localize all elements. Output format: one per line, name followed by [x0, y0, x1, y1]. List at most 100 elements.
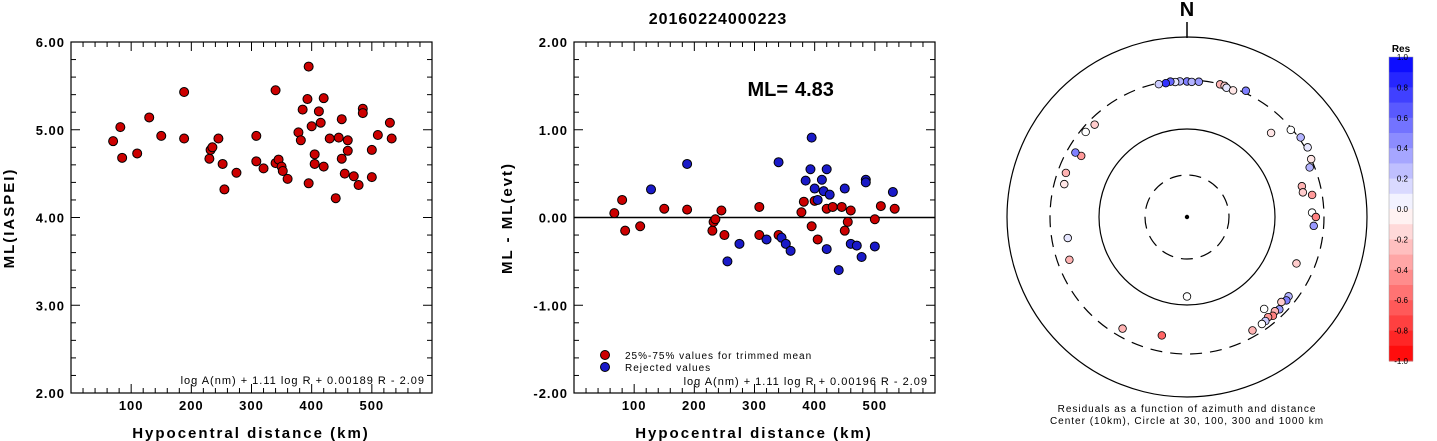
middle-x-axis-label: Hypocentral distance (km) [635, 425, 873, 441]
middle-data-point [824, 189, 835, 200]
middle-data-point [761, 234, 772, 245]
left-data-point [302, 94, 313, 105]
left-ytick-label: 3.00 [36, 298, 65, 313]
middle-y-axis-label: ML - ML(evt) [499, 162, 516, 274]
middle-data-point [754, 230, 765, 241]
right-panel: N Residuals as a function of azimuth and… [1006, 0, 1368, 427]
middle-data-point [773, 157, 784, 168]
middle-data-point [805, 164, 816, 175]
polar-data-point [1298, 188, 1308, 197]
left-ytick-label: 5.00 [36, 123, 65, 138]
left-data-point [357, 108, 368, 119]
colorbar-tick-label: -0.4 [1394, 266, 1408, 275]
middle-data-point [707, 225, 718, 236]
colorbar-cell [1389, 148, 1413, 164]
polar-data-point [1292, 259, 1301, 268]
left-data-point [342, 145, 353, 156]
polar-data-point [1228, 86, 1238, 95]
polar-data-point [1118, 324, 1127, 333]
colorbar-cell [1389, 330, 1413, 347]
left-ytick-label: 6.00 [36, 35, 65, 50]
left-plot-frame [70, 41, 433, 394]
middle-xtick-label: 500 [862, 398, 887, 413]
colorbar-cell [1389, 254, 1413, 271]
polar-data-point [1309, 221, 1318, 231]
middle-data-point [734, 238, 745, 249]
polar-data-point [1296, 133, 1305, 142]
left-data-point [339, 168, 350, 179]
left-data-point [213, 133, 224, 144]
left-data-point [309, 158, 320, 169]
left-formula: log A(nm) + 1.11 log R + 0.00189 R - 2.0… [181, 375, 425, 387]
middle-data-point [719, 230, 730, 241]
middle-data-point [659, 203, 670, 214]
middle-data-point [860, 177, 871, 188]
colorbar-cell [1389, 163, 1413, 180]
left-data-point [144, 112, 155, 123]
middle-data-point [798, 196, 809, 207]
middle-data-point [816, 174, 827, 185]
middle-data-point [809, 183, 820, 194]
polar-data-point [1305, 163, 1314, 172]
middle-ytick-label: -2.00 [533, 386, 568, 401]
left-data-point [366, 144, 377, 155]
colorbar-cell [1389, 345, 1413, 362]
left-xtick-label: 100 [119, 398, 144, 413]
middle-data-point [716, 205, 727, 216]
left-xtick-label: 200 [179, 398, 204, 413]
left-xtick-label: 500 [359, 398, 384, 413]
colorbar-cell [1389, 178, 1413, 195]
left-data-point [386, 133, 397, 144]
middle-data-point [800, 175, 811, 186]
middle-ytick-label: -1.00 [533, 298, 568, 313]
colorbar-tick-label: -1.0 [1394, 357, 1408, 366]
left-data-point [372, 130, 383, 141]
colorbar-cell [1389, 102, 1413, 119]
middle-data-point [836, 201, 847, 212]
middle-data-point [827, 201, 838, 212]
colorbar-tick-label: 0.0 [1397, 205, 1409, 214]
left-ytick-label: 4.00 [36, 211, 65, 226]
polar-data-point [1266, 128, 1276, 138]
legend-marker-rejected [600, 362, 610, 372]
middle-xtick-label: 300 [742, 398, 767, 413]
colorbar-cell [1389, 57, 1413, 73]
ring-30km [1144, 174, 1230, 260]
left-data-point [342, 135, 353, 146]
polar-data-point [1061, 168, 1071, 178]
middle-data-point [796, 207, 807, 218]
middle-data-point [812, 194, 823, 205]
polar-data-point [1161, 78, 1171, 88]
left-data-point [315, 117, 326, 128]
polar-data-point [1154, 79, 1163, 89]
left-data-point [303, 61, 314, 72]
middle-data-point [875, 201, 886, 212]
middle-data-point [842, 216, 853, 227]
ring-1000km [1006, 36, 1368, 398]
colorbar-cell [1389, 72, 1413, 88]
colorbar-cells [1388, 56, 1414, 362]
legend-label-rejected: Rejected values [625, 363, 711, 374]
middle-xtick-label: 200 [682, 398, 707, 413]
left-data-point [336, 153, 347, 164]
left-data-point [258, 163, 269, 174]
middle-ytick-label: 1.00 [539, 123, 568, 138]
polar-data-point [1060, 179, 1069, 189]
left-data-point [333, 132, 344, 143]
colorbar-tick-label: -0.8 [1394, 327, 1408, 336]
middle-data-point [754, 201, 765, 212]
middle-data-point [821, 164, 832, 175]
polar-data-point [1063, 233, 1072, 243]
figure-title: 20160224000223 [649, 11, 788, 28]
colorbar-ticks: 1.0 0.8 0.6 0.4 0.2 0.0 -0.2 -0.4 -0.6 -0.8 -1.0 [1394, 53, 1408, 366]
left-data-point [132, 148, 143, 159]
left-data-point [336, 114, 347, 125]
colorbar-title: Res [1392, 44, 1411, 55]
middle-data-point [821, 244, 832, 255]
left-data-point [324, 133, 335, 144]
colorbar-tick-label: 0.6 [1397, 114, 1409, 123]
colorbar-cell [1389, 269, 1413, 286]
polar-data-point [1248, 326, 1257, 335]
left-xtick-label: 300 [239, 398, 264, 413]
